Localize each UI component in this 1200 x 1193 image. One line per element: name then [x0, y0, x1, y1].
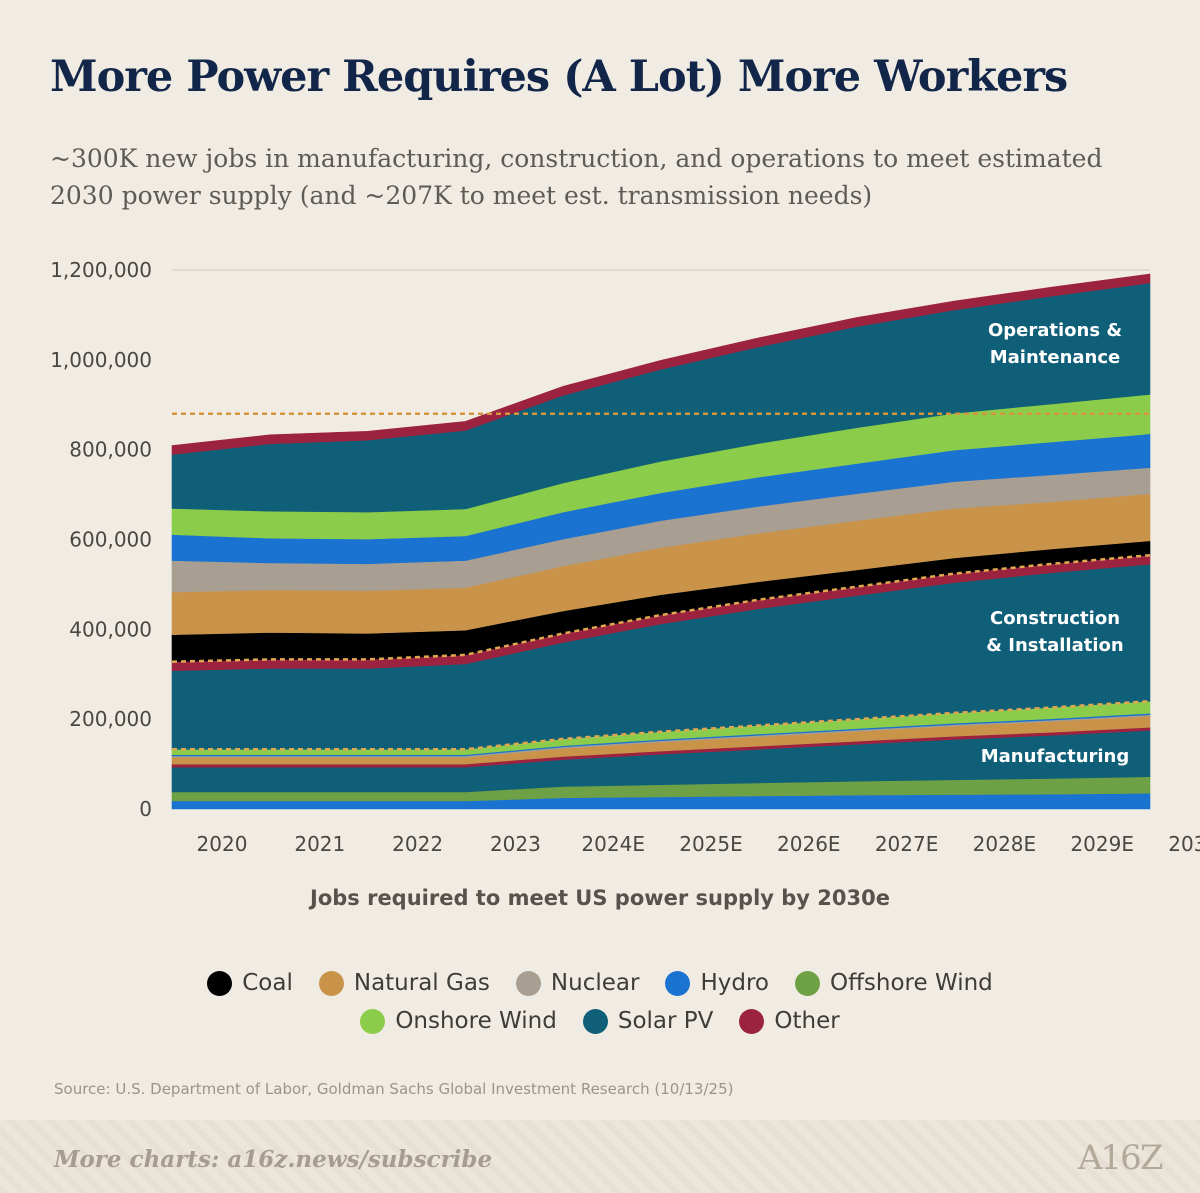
group-label: Maintenance	[990, 347, 1121, 368]
group-label: & Installation	[986, 635, 1123, 656]
legend-label: Coal	[242, 970, 293, 996]
subscribe-link[interactable]: More charts: a16z.news/subscribe	[54, 1146, 493, 1173]
legend-swatch-icon	[582, 1008, 608, 1034]
group-boundary-line	[171, 553, 1151, 663]
legend-item-offshore-wind: Offshore Wind	[794, 964, 993, 1002]
footer-bar	[0, 1120, 1200, 1193]
x-tick-label: 2020	[197, 832, 248, 856]
x-tick-label: 2029E	[1070, 832, 1134, 856]
legend-label: Offshore Wind	[829, 970, 993, 996]
legend-swatch-icon	[665, 970, 691, 996]
legend-swatch-icon	[360, 1008, 386, 1034]
x-tick-label: 2028E	[973, 832, 1037, 856]
legend-label: Nuclear	[550, 970, 640, 996]
y-tick-label: 1,200,000	[50, 258, 152, 282]
legend-label: Natural Gas	[353, 970, 490, 996]
legend-swatch-icon	[318, 970, 344, 996]
y-tick-label: 400,000	[69, 617, 152, 641]
legend-label: Solar PV	[617, 1008, 714, 1034]
legend-item-solar-pv: Solar PV	[582, 1002, 714, 1040]
x-tick-label: 2025E	[679, 832, 743, 856]
group-label: Operations &	[988, 320, 1122, 341]
y-tick-label: 800,000	[69, 438, 152, 462]
area-other	[171, 273, 1151, 455]
a16z-logo: A16Z	[1078, 1138, 1163, 1178]
legend-swatch-icon	[515, 970, 541, 996]
chart-title: More Power Requires (A Lot) More Workers	[50, 52, 1068, 102]
y-tick-label: 600,000	[69, 528, 152, 552]
legend-swatch-icon	[739, 1008, 765, 1034]
legend-label: Onshore Wind	[395, 1008, 557, 1034]
group-boundary-line	[172, 699, 1151, 751]
legend-item-other: Other	[739, 1002, 840, 1040]
x-tick-label: 2027E	[875, 832, 939, 856]
x-axis-title: Jobs required to meet US power supply by…	[310, 886, 890, 910]
group-label: Manufacturing	[981, 746, 1130, 767]
legend-item-onshore-wind: Onshore Wind	[360, 1002, 557, 1040]
legend: Coal Natural Gas Nuclear Hydro Offshore …	[0, 964, 1200, 1040]
legend-item-coal: Coal	[207, 964, 293, 1002]
legend-row-2: Onshore Wind Solar PV Other	[0, 1002, 1200, 1040]
legend-swatch-icon	[207, 970, 233, 996]
x-tick-label: 2022	[392, 832, 443, 856]
legend-label: Hydro	[700, 970, 769, 996]
legend-swatch-icon	[794, 970, 820, 996]
x-tick-label: 2030E	[1168, 832, 1200, 856]
legend-label: Other	[774, 1008, 840, 1034]
legend-item-natural-gas: Natural Gas	[318, 964, 490, 1002]
y-tick-label: 1,000,000	[50, 348, 152, 372]
group-label: Construction	[990, 608, 1120, 629]
x-tick-label: 2021	[294, 832, 345, 856]
source-note: Source: U.S. Department of Labor, Goldma…	[54, 1080, 734, 1098]
y-tick-label: 200,000	[69, 707, 152, 731]
x-tick-label: 2024E	[581, 832, 645, 856]
legend-item-hydro: Hydro	[665, 964, 769, 1002]
stacked-area-chart: 0 200,000 400,000 600,000 800,000 1,000,000 1,…	[50, 258, 1200, 856]
legend-item-nuclear: Nuclear	[515, 964, 640, 1002]
legend-row-1: Coal Natural Gas Nuclear Hydro Offshore …	[0, 964, 1200, 1002]
x-tick-label: 2026E	[777, 832, 841, 856]
chart-subtitle: ~300K new jobs in manufacturing, constru…	[50, 144, 1103, 210]
x-tick-label: 2023	[490, 832, 541, 856]
y-tick-label: 0	[139, 797, 152, 821]
